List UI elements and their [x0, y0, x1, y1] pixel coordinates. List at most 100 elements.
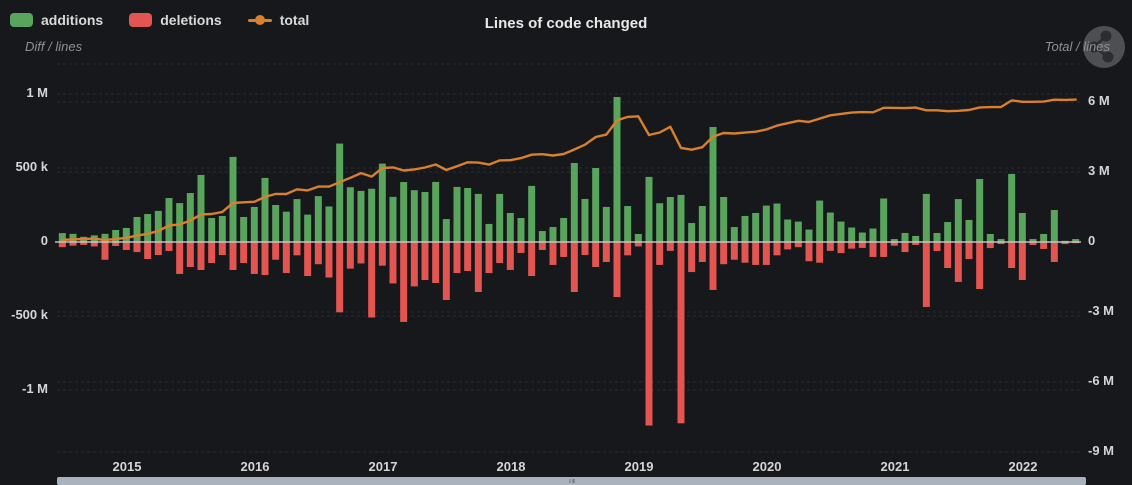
legend-label-total: total: [279, 12, 310, 28]
bar-additions: [442, 219, 450, 242]
bar-additions: [634, 234, 642, 242]
bar-additions: [602, 206, 610, 242]
bar-additions: [229, 156, 237, 242]
bar-additions: [304, 214, 312, 242]
bar-deletions: [336, 242, 344, 313]
bar-additions: [208, 218, 216, 242]
bar-deletions: [1018, 242, 1026, 281]
bar-deletions: [901, 242, 909, 253]
bar-deletions: [325, 242, 333, 278]
bar-deletions: [218, 242, 226, 256]
bar-deletions: [666, 242, 674, 251]
bar-additions: [858, 232, 866, 242]
bar-additions: [880, 198, 888, 242]
bar-deletions: [752, 242, 760, 265]
bar-deletions: [368, 242, 376, 318]
right-axis-tick-label: 6 M: [1088, 93, 1110, 108]
bar-additions: [762, 205, 770, 242]
left-axis-tick-label: -1 M: [22, 381, 48, 396]
left-axis-tick-label: -500 k: [11, 307, 48, 322]
bar-deletions: [90, 242, 98, 247]
bar-additions: [1072, 239, 1080, 242]
bar-deletions: [976, 242, 984, 290]
bar-additions: [997, 239, 1005, 242]
bar-deletions: [464, 242, 472, 272]
bar-deletions: [208, 242, 216, 264]
bar-additions: [69, 233, 77, 242]
bar-additions: [752, 212, 760, 242]
deletions-swatch-icon: [129, 13, 153, 27]
bar-additions: [528, 185, 536, 242]
bar-deletions: [272, 242, 280, 260]
bar-deletions: [421, 242, 429, 281]
bar-additions: [261, 177, 269, 242]
bar-additions: [58, 233, 66, 242]
bar-deletions: [1029, 242, 1037, 245]
bar-additions: [805, 229, 813, 242]
bar-deletions: [314, 242, 322, 265]
bar-deletions: [794, 242, 802, 248]
bar-additions: [410, 190, 418, 242]
bar-deletions: [656, 242, 664, 265]
bar-additions: [485, 223, 493, 242]
bar-additions: [389, 196, 397, 242]
right-axis-tick-label: 0: [1088, 233, 1096, 248]
legend-item-total[interactable]: total: [247, 12, 310, 28]
bar-deletions: [848, 242, 856, 249]
bar-deletions: [69, 242, 77, 246]
datazoom-scrollbar[interactable]: [57, 477, 1086, 485]
bar-additions: [560, 218, 568, 242]
bar-additions: [986, 234, 994, 242]
bar-deletions: [730, 242, 738, 260]
bar-additions: [965, 219, 973, 242]
bar-deletions: [880, 242, 888, 257]
bar-deletions: [624, 242, 632, 256]
bar-deletions: [250, 242, 258, 274]
bar-deletions: [762, 242, 770, 265]
bar-additions: [538, 231, 546, 242]
legend-item-additions[interactable]: additions: [10, 13, 103, 27]
bar-additions: [730, 227, 738, 242]
bar-additions: [474, 193, 482, 242]
bar-deletions: [176, 242, 184, 274]
bar-additions: [101, 233, 109, 242]
bar-additions: [677, 194, 685, 242]
bar-deletions: [474, 242, 482, 293]
legend-label-additions: additions: [41, 12, 104, 28]
bar-deletions: [613, 242, 621, 298]
bar-deletions: [378, 242, 386, 266]
left-axis-caption: Diff / lines: [25, 39, 83, 54]
bar-additions: [293, 199, 301, 242]
bar-additions: [613, 96, 621, 243]
bar-deletions: [741, 242, 749, 263]
bar-additions: [368, 188, 376, 242]
right-axis-tick-label: -9 M: [1088, 443, 1114, 458]
bar-additions: [517, 218, 525, 242]
bar-additions: [784, 219, 792, 242]
bar-additions: [400, 182, 408, 242]
bar-deletions: [816, 242, 824, 263]
bar-deletions: [506, 242, 514, 270]
bar-deletions: [890, 242, 898, 246]
bar-deletions: [293, 242, 301, 256]
bar-deletions: [709, 242, 717, 290]
bar-additions: [144, 214, 152, 242]
bar-additions: [250, 206, 258, 242]
bar-deletions: [570, 242, 578, 293]
bar-additions: [272, 205, 280, 242]
bar-additions: [933, 232, 941, 242]
bar-deletions: [389, 242, 397, 284]
left-axis-tick-label: 0: [40, 233, 48, 248]
chart-legend: additions deletions total: [10, 13, 309, 27]
bar-deletions: [282, 242, 290, 274]
bar-additions: [944, 222, 952, 242]
bar-deletions: [1050, 242, 1058, 262]
right-axis-tick-label: 3 M: [1088, 163, 1110, 178]
scrollbar-grip-icon[interactable]: [569, 479, 574, 483]
bar-additions: [1050, 210, 1058, 242]
legend-item-deletions[interactable]: deletions: [129, 13, 222, 27]
share-button[interactable]: [1083, 26, 1125, 68]
bar-deletions: [144, 242, 152, 260]
bar-deletions: [80, 242, 88, 245]
